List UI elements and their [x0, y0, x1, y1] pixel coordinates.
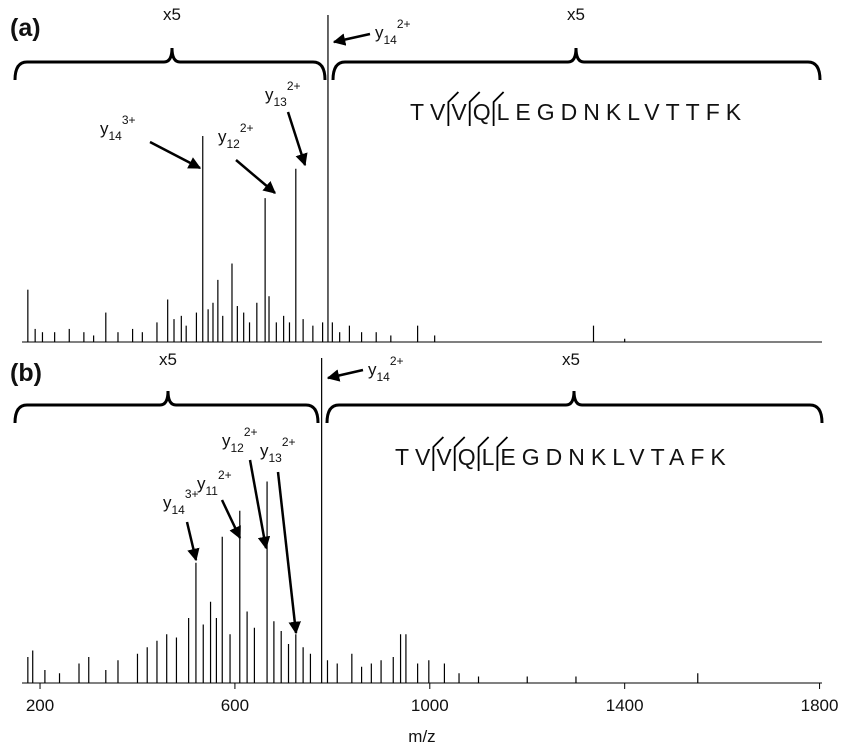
ion-arrow	[326, 368, 364, 382]
ion-number: 14	[377, 370, 391, 384]
ion-number: 14	[109, 129, 123, 143]
ion-label: y14 3+	[100, 113, 136, 143]
ion-arrow	[248, 459, 271, 550]
ion-label: y14 2+	[375, 17, 411, 47]
ion-arrow	[332, 32, 371, 46]
ion-number: 14	[172, 503, 186, 517]
cleavage-mark	[492, 91, 505, 126]
zoom-label: x5	[163, 5, 181, 24]
ion-letter: y	[368, 360, 377, 379]
zoom-label: x5	[562, 350, 580, 369]
ion-number: 12	[231, 441, 245, 455]
panel-label: (b)	[10, 359, 42, 387]
ion-arrow	[276, 471, 301, 635]
zoom-bracket	[13, 47, 327, 81]
ion-arrow	[235, 159, 276, 194]
ion-charge: 2+	[244, 425, 258, 439]
peptide-sequence: TVVQLEGDNKLVTTFK	[410, 99, 747, 125]
ion-label: y14 3+	[163, 487, 199, 517]
cleavage-mark	[477, 436, 490, 471]
ion-letter: y	[100, 119, 109, 138]
ion-number: 13	[274, 95, 288, 109]
ion-letter: y	[197, 474, 206, 493]
ion-label: y12 2+	[222, 425, 258, 455]
ion-letter: y	[375, 23, 384, 42]
cleavage-mark	[447, 91, 460, 126]
x-tick-label: 1000	[411, 696, 449, 715]
ion-arrow	[286, 111, 308, 167]
zoom-bracket	[13, 390, 320, 424]
ion-charge: 2+	[218, 468, 232, 482]
panel-label: (a)	[10, 14, 41, 42]
ion-letter: y	[163, 493, 172, 512]
ion-letter: y	[260, 441, 269, 460]
ion-charge: 2+	[390, 354, 404, 368]
x-axis-label: m/z	[408, 727, 435, 746]
ion-label: y14 2+	[368, 354, 404, 384]
ion-number: 11	[206, 484, 219, 498]
ion-letter: y	[265, 85, 274, 104]
cleavage-mark	[453, 436, 466, 471]
x-tick-label: 1400	[606, 696, 644, 715]
ion-label: y12 2+	[218, 121, 254, 151]
ion-label: y11 2+	[197, 468, 232, 498]
zoom-bracket	[331, 47, 822, 81]
ion-label: y13 2+	[260, 435, 296, 465]
ion-letter: y	[222, 431, 231, 450]
zoom-label: x5	[159, 350, 177, 369]
ion-charge: 2+	[282, 435, 296, 449]
x-tick-label: 200	[26, 696, 54, 715]
ion-charge: 2+	[287, 79, 301, 93]
zoom-label: x5	[567, 5, 585, 24]
ion-charge: 2+	[397, 17, 411, 31]
cleavage-mark	[496, 436, 509, 471]
ion-arrow	[149, 140, 202, 170]
cleavage-mark	[432, 436, 445, 471]
ion-letter: y	[218, 127, 227, 146]
ion-arrow	[185, 521, 200, 562]
x-tick-label: 600	[221, 696, 249, 715]
ion-charge: 3+	[122, 113, 136, 127]
ion-label: y13 2+	[265, 79, 301, 109]
ion-number: 13	[269, 451, 283, 465]
ion-charge: 3+	[185, 487, 199, 501]
x-tick-label: 1800	[801, 696, 839, 715]
ion-number: 14	[384, 33, 398, 47]
cleavage-mark	[468, 91, 481, 126]
ion-arrow	[220, 499, 242, 540]
ion-number: 12	[227, 137, 241, 151]
zoom-bracket	[325, 390, 824, 424]
peptide-sequence: TVVQLEGDNKLVTAFK	[395, 444, 732, 470]
ion-charge: 2+	[240, 121, 254, 135]
